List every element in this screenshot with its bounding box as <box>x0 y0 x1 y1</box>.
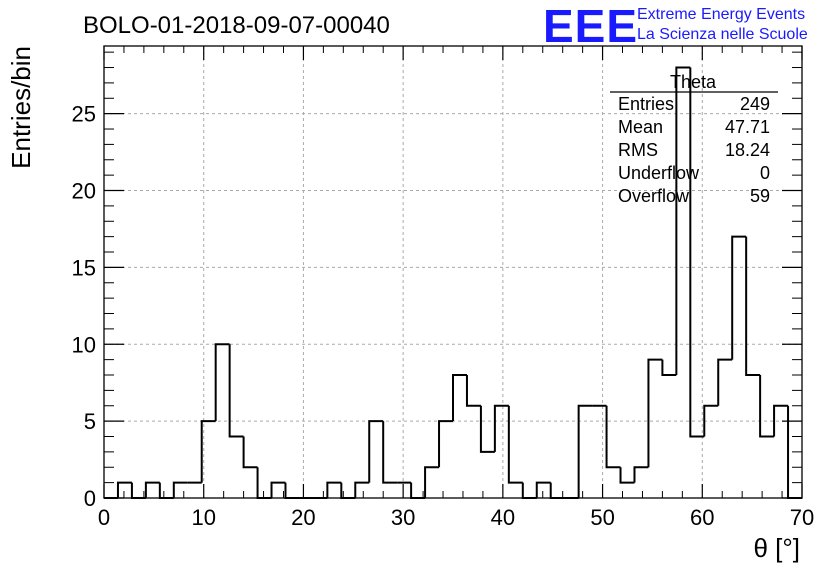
histogram-bin <box>270 481 286 498</box>
eee-logo: EEE Extreme Energy Events La Scienza nel… <box>543 0 808 52</box>
histogram-bin <box>144 481 160 498</box>
y-tick-label: 20 <box>72 179 96 204</box>
stats-underflow-value: 0 <box>760 163 770 183</box>
histogram-bin <box>717 358 733 406</box>
histogram-bin <box>731 235 747 360</box>
histogram-bin <box>382 421 398 484</box>
histogram-bin <box>284 482 300 499</box>
chart-title: BOLO-01-2018-09-07-00040 <box>83 12 390 39</box>
histogram-bin <box>577 404 593 498</box>
x-tick-label: 50 <box>590 505 614 530</box>
histogram-bin <box>354 481 370 498</box>
histogram-bin <box>424 466 440 498</box>
x-tick-label: 60 <box>690 505 714 530</box>
histogram-bin <box>452 374 467 422</box>
histogram-bin <box>661 359 677 377</box>
histogram-bin <box>479 405 495 453</box>
x-tick-label: 10 <box>191 505 215 530</box>
histogram-bin <box>326 481 342 498</box>
histogram-bin <box>521 482 537 499</box>
histogram-bin <box>368 420 384 483</box>
stats-box: Theta Entries 249 Mean 47.71 RMS 18.24 U… <box>610 72 778 206</box>
x-tick-label: 70 <box>790 505 814 530</box>
x-tick-label: 0 <box>98 505 110 530</box>
y-tick-label: 5 <box>84 409 96 434</box>
x-tick-labels: 0 10 20 30 40 50 60 70 <box>98 505 814 530</box>
logo-line1: Extreme Energy Events <box>637 6 805 23</box>
histogram-bin <box>619 467 635 484</box>
histogram-bin <box>605 405 621 469</box>
histogram-bars <box>104 66 802 499</box>
histogram-bin <box>465 375 481 407</box>
x-axis-label: θ [°] <box>753 533 800 563</box>
plot-frame <box>103 45 803 499</box>
histogram-bin <box>689 67 705 438</box>
y-tick-label: 0 <box>84 486 96 511</box>
histogram-bin <box>116 481 132 498</box>
stats-underflow-label: Underflow <box>618 163 700 183</box>
x-tick-label: 40 <box>491 505 515 530</box>
histogram-bin <box>493 404 509 452</box>
y-tick-label: 10 <box>72 332 96 357</box>
histogram-bin <box>438 420 453 468</box>
histogram-bin <box>675 66 691 376</box>
y-tick-labels: 0 5 10 15 20 25 <box>72 102 96 511</box>
histogram-bin <box>214 343 230 422</box>
histogram-bin <box>703 404 719 437</box>
histogram-bin <box>158 482 174 499</box>
stats-title: Theta <box>670 72 717 92</box>
histogram-bin <box>200 420 216 483</box>
y-axis-label: Entries/bin <box>6 46 36 169</box>
histogram-bin <box>745 236 761 377</box>
stats-entries-value: 249 <box>740 94 770 114</box>
histogram-bin <box>242 436 258 469</box>
stats-overflow-label: Overflow <box>618 186 690 206</box>
stats-mean-label: Mean <box>618 117 663 137</box>
logo-mark: EEE <box>543 0 638 52</box>
y-tick-label: 25 <box>72 102 96 127</box>
grid-lines <box>104 46 802 498</box>
axis-ticks <box>103 46 803 499</box>
histogram-bin <box>633 466 649 483</box>
histogram-bin <box>759 375 775 438</box>
histogram-bin <box>773 404 789 437</box>
stats-rms-label: RMS <box>618 140 658 160</box>
stats-entries-label: Entries <box>618 94 674 114</box>
logo-line2: La Scienza nelle Scuole <box>637 26 808 43</box>
histogram-bin <box>507 405 523 484</box>
stats-rms-value: 18.24 <box>725 140 770 160</box>
y-tick-label: 15 <box>72 255 96 280</box>
stats-overflow-value: 59 <box>750 186 770 206</box>
stats-mean-value: 47.71 <box>725 117 770 137</box>
histogram-bin <box>228 344 244 438</box>
histogram-bin <box>172 481 188 498</box>
histogram-bin <box>535 481 551 498</box>
histogram-bin <box>256 467 272 499</box>
histogram-bin <box>647 358 663 468</box>
x-tick-label: 20 <box>291 505 315 530</box>
x-tick-label: 30 <box>391 505 415 530</box>
